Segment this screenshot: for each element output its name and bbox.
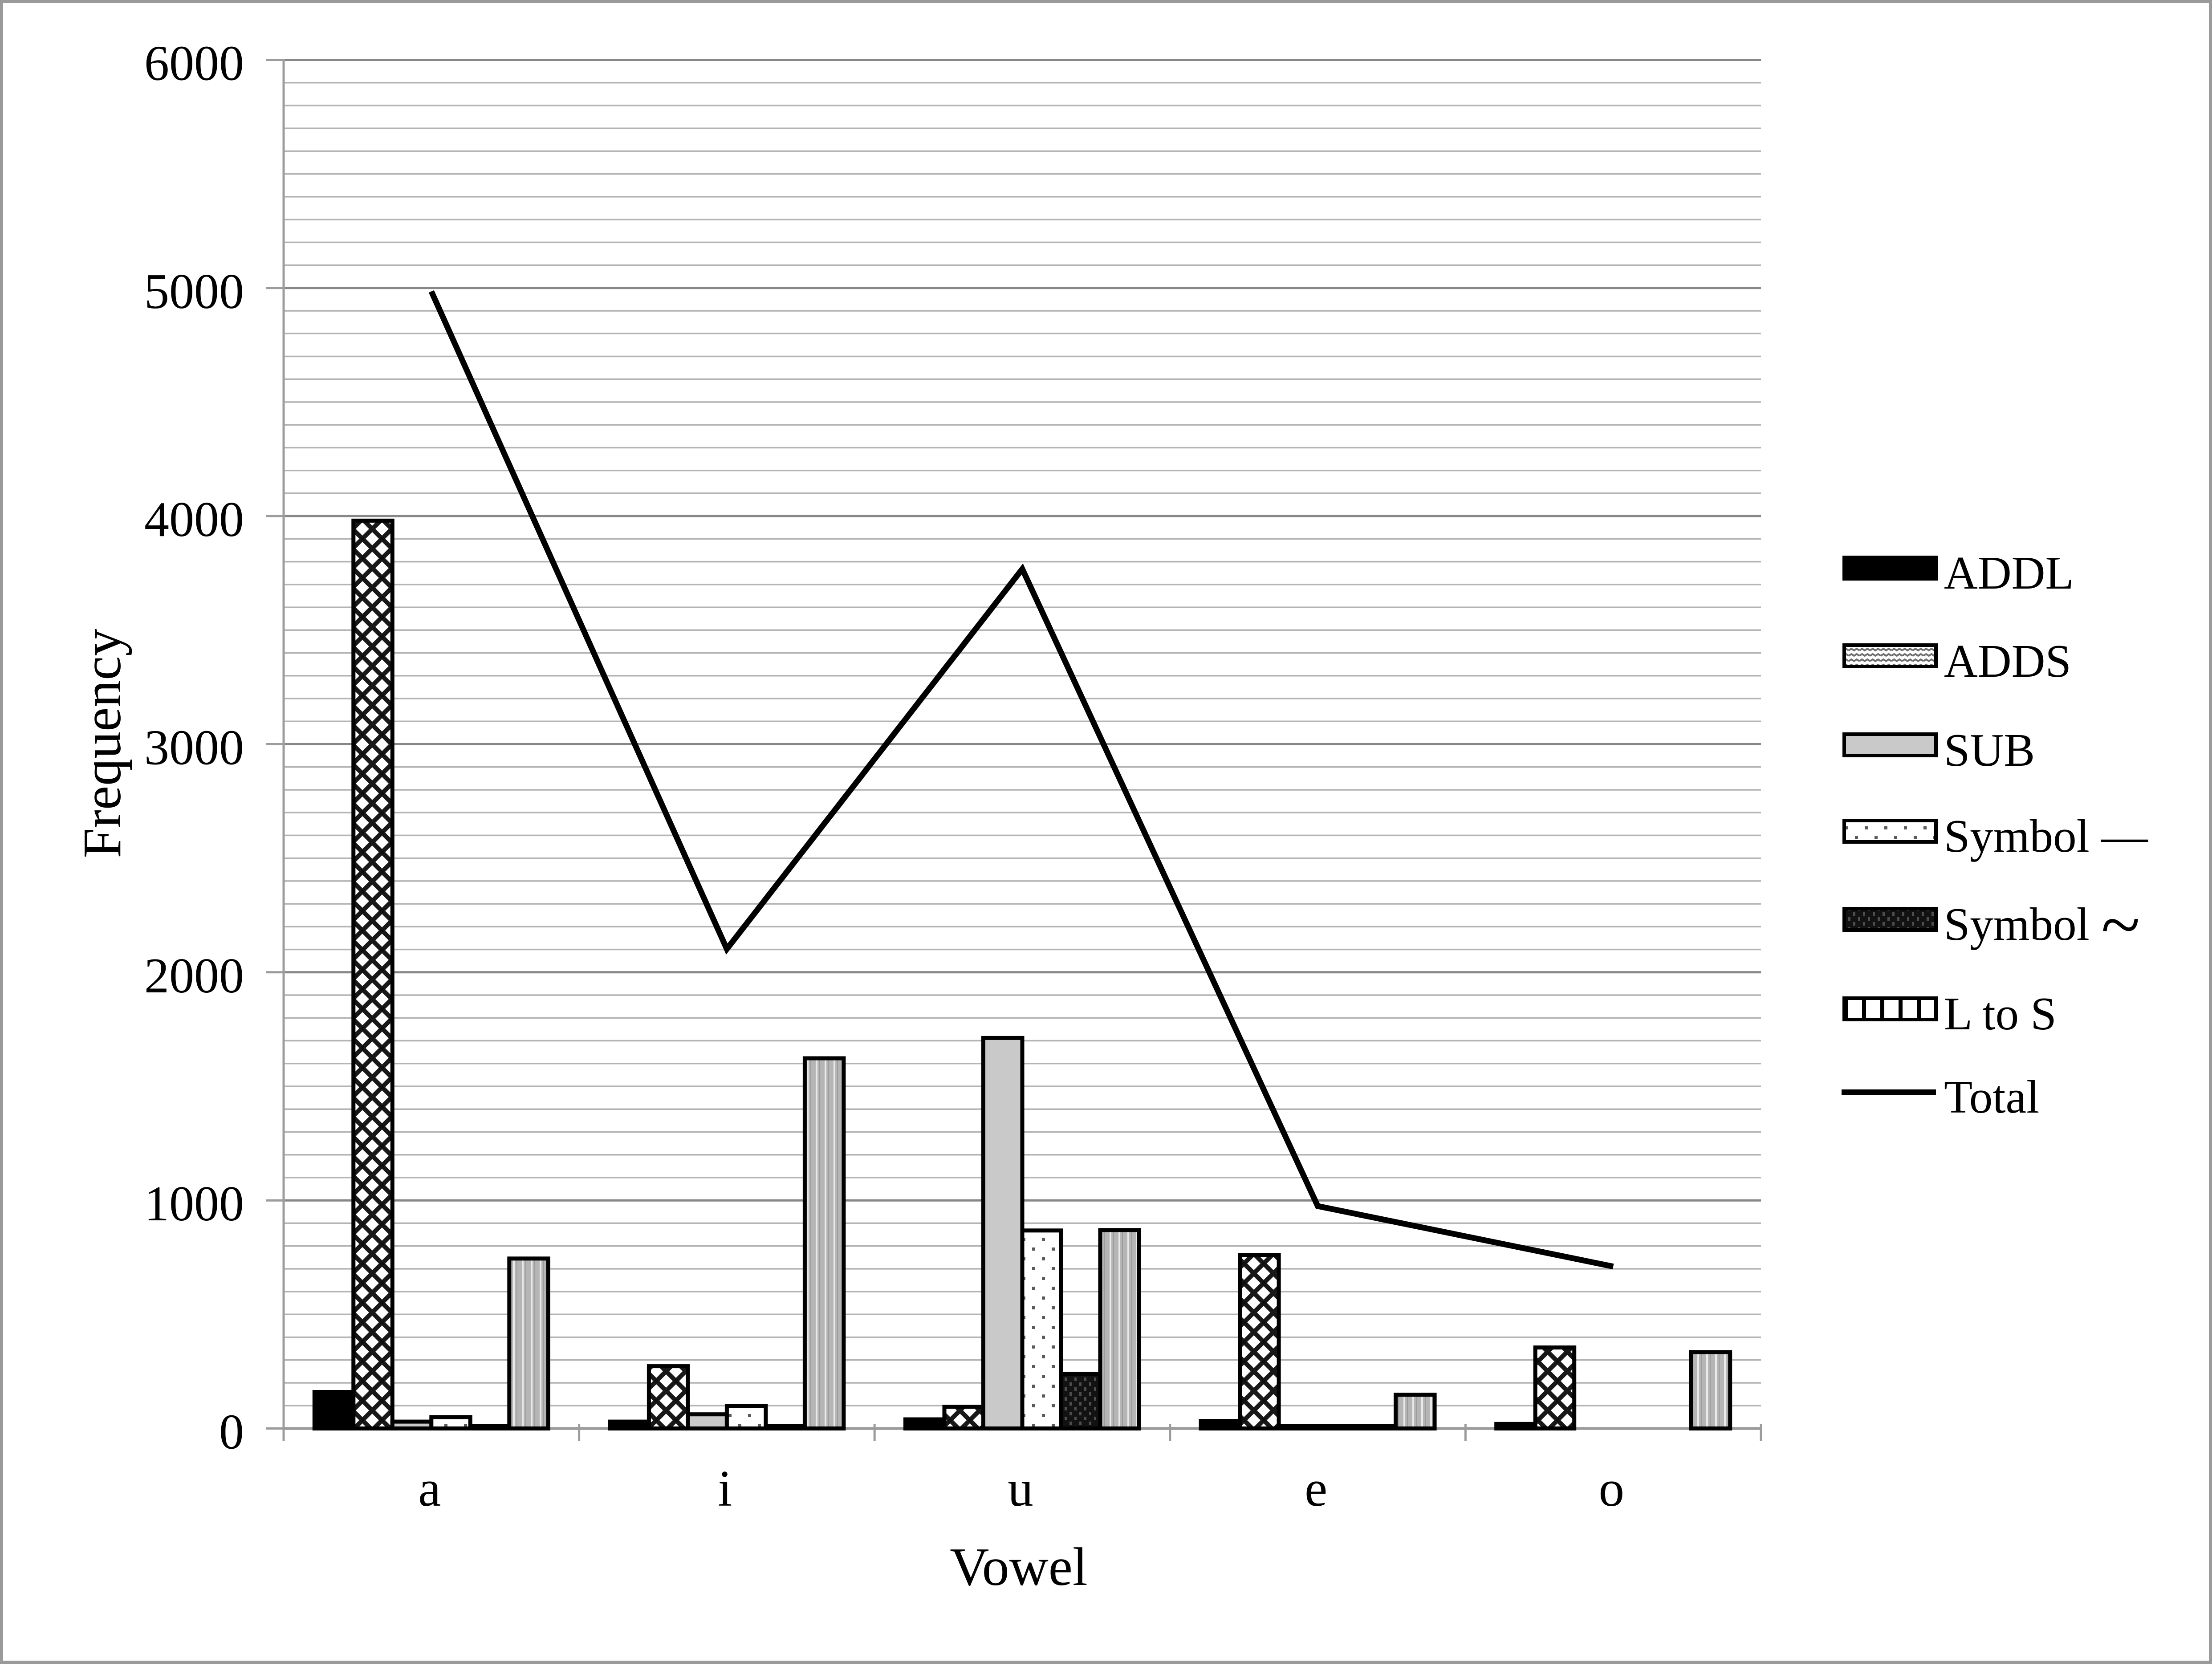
svg-text:4000: 4000 <box>144 492 244 547</box>
svg-text:L to S: L to S <box>1944 987 2057 1040</box>
svg-text:Frequency: Frequency <box>72 629 132 858</box>
svg-text:Vowel: Vowel <box>950 1537 1088 1597</box>
svg-text:ADDS: ADDS <box>1944 635 2071 687</box>
svg-text:1000: 1000 <box>144 1176 244 1231</box>
svg-text:Symbol —: Symbol — <box>1944 810 2148 862</box>
svg-text:e: e <box>1305 1460 1327 1517</box>
svg-text:u: u <box>1008 1460 1033 1517</box>
svg-text:3000: 3000 <box>144 720 244 776</box>
svg-text:i: i <box>718 1460 732 1517</box>
svg-text:ADDL: ADDL <box>1944 547 2074 599</box>
svg-text:SUB: SUB <box>1944 724 2035 776</box>
svg-text:Total: Total <box>1944 1071 2039 1123</box>
svg-text:0: 0 <box>219 1405 244 1460</box>
svg-text:Symbol ~: Symbol ~ <box>1944 885 2140 965</box>
svg-text:o: o <box>1598 1460 1624 1517</box>
svg-text:6000: 6000 <box>144 36 244 91</box>
svg-text:5000: 5000 <box>144 264 244 319</box>
svg-text:a: a <box>418 1460 441 1517</box>
svg-text:2000: 2000 <box>144 948 244 1004</box>
